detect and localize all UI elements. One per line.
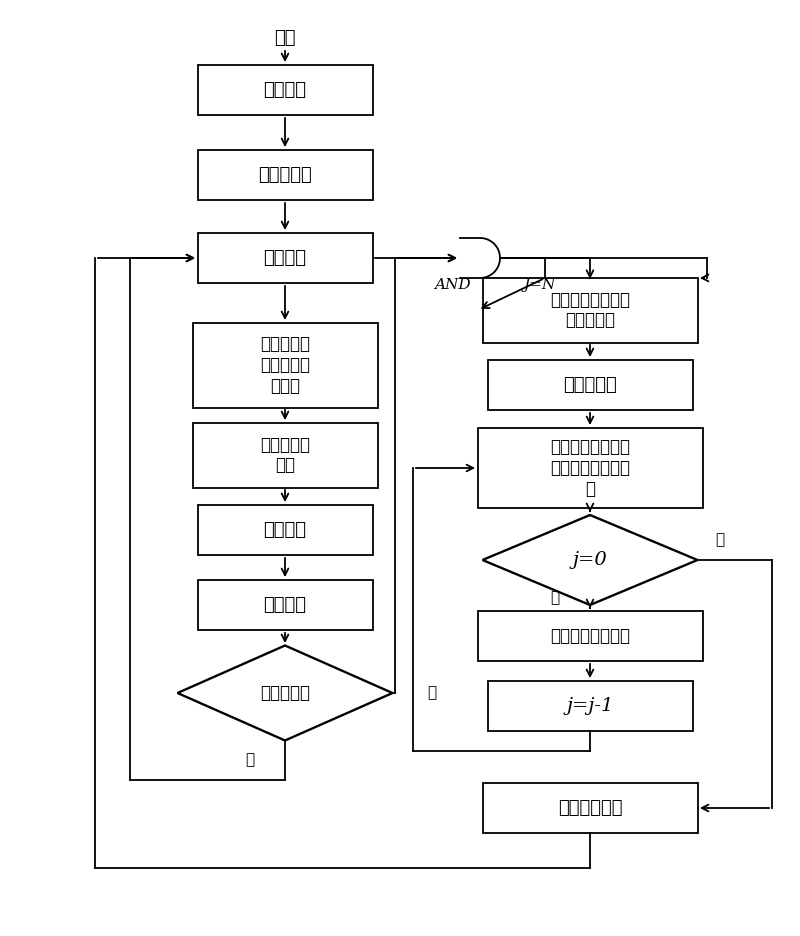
Bar bbox=[198, 580, 373, 630]
Text: 否: 否 bbox=[550, 591, 559, 606]
Text: 相邻尺度时延转换: 相邻尺度时延转换 bbox=[550, 627, 630, 645]
Text: 数据采集: 数据采集 bbox=[263, 81, 306, 99]
Text: 噪声标准差
估计: 噪声标准差 估计 bbox=[260, 435, 310, 475]
Text: 多尺度近似小波变
换系数计算: 多尺度近似小波变 换系数计算 bbox=[550, 290, 630, 329]
Bar bbox=[198, 505, 373, 555]
Text: 否: 否 bbox=[246, 753, 254, 768]
Text: 基于正交小
波变换的信
号去噪: 基于正交小 波变换的信 号去噪 bbox=[260, 335, 310, 395]
Polygon shape bbox=[178, 646, 393, 740]
Bar bbox=[482, 783, 698, 833]
Text: j=0: j=0 bbox=[573, 551, 607, 569]
Text: j=j-1: j=j-1 bbox=[566, 697, 614, 715]
Text: 读取数据: 读取数据 bbox=[263, 249, 306, 267]
Bar bbox=[198, 65, 373, 115]
Polygon shape bbox=[460, 238, 500, 278]
Text: 是: 是 bbox=[427, 685, 437, 700]
Text: J=N: J=N bbox=[524, 278, 556, 292]
Bar bbox=[487, 681, 693, 731]
Polygon shape bbox=[482, 515, 698, 605]
Bar bbox=[198, 233, 373, 283]
Text: 开始: 开始 bbox=[274, 29, 296, 47]
Text: 泄漏位置计算: 泄漏位置计算 bbox=[558, 799, 622, 817]
Text: 是否有泄漏: 是否有泄漏 bbox=[260, 684, 310, 702]
Bar bbox=[193, 323, 378, 407]
Text: 设定阈值: 设定阈值 bbox=[263, 521, 306, 539]
Text: AND: AND bbox=[434, 278, 470, 292]
Bar bbox=[198, 150, 373, 200]
Bar bbox=[478, 428, 702, 508]
Bar bbox=[478, 611, 702, 661]
Text: 基于特定尺度小波
变换系数的时延估
计: 基于特定尺度小波 变换系数的时延估 计 bbox=[550, 438, 630, 498]
Text: 参数初始化: 参数初始化 bbox=[563, 376, 617, 394]
Bar bbox=[193, 422, 378, 488]
Text: 存入数据库: 存入数据库 bbox=[258, 166, 312, 184]
Bar bbox=[487, 360, 693, 410]
Text: 是: 是 bbox=[715, 533, 725, 548]
Bar bbox=[482, 277, 698, 343]
Text: 泄漏检测: 泄漏检测 bbox=[263, 596, 306, 614]
